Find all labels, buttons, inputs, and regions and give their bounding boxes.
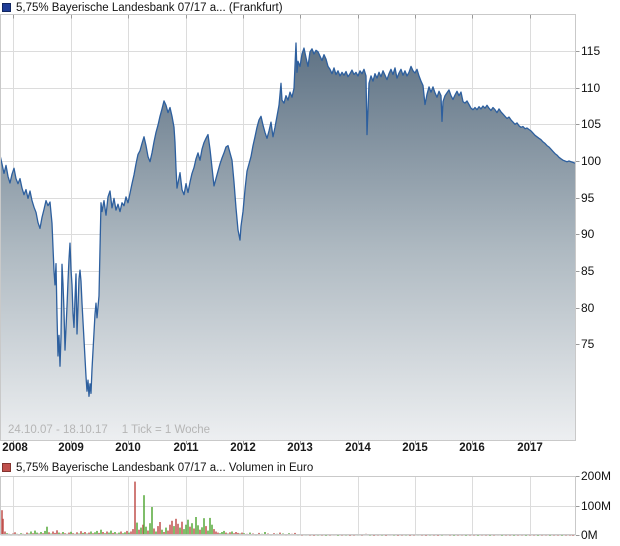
price-y-tick-label: 95 — [581, 191, 595, 205]
price-y-tick-label: 80 — [581, 301, 595, 315]
price-x-tick-label: 2010 — [115, 442, 141, 454]
price-series-legend-icon — [2, 3, 11, 12]
price-y-tick-label: 105 — [581, 117, 602, 131]
price-x-tick-label: 2009 — [58, 442, 84, 454]
price-chart-title: 5,75% Bayerische Landesbank 07/17 a... (… — [16, 1, 283, 14]
volume-y-tick-label: 100M — [581, 499, 612, 513]
price-chart-header: 5,75% Bayerische Landesbank 07/17 a... (… — [2, 1, 283, 14]
price-x-tick-label: 2012 — [230, 442, 256, 454]
price-y-tick-label: 75 — [581, 337, 595, 351]
price-x-tick-label: 2017 — [517, 442, 543, 454]
date-range-text: 24.10.07 - 18.10.17 — [8, 424, 108, 436]
price-x-tick-label: 2011 — [173, 442, 199, 454]
price-x-tick-label: 2016 — [459, 442, 485, 454]
volume-canvas — [0, 476, 580, 536]
price-y-tick-label: 85 — [581, 264, 595, 278]
price-x-tick-label: 2014 — [345, 442, 371, 454]
price-x-tick-label: 2013 — [287, 442, 313, 454]
volume-y-tick-label: 200M — [581, 469, 612, 483]
volume-y-tick-label: 0M — [581, 528, 598, 542]
price-x-tick-label: 2008 — [2, 442, 28, 454]
price-y-tick-label: 100 — [581, 154, 602, 168]
price-y-tick-label: 110 — [581, 81, 601, 95]
volume-series-legend-icon — [2, 463, 11, 472]
price-plot[interactable] — [0, 14, 580, 446]
volume-plot[interactable] — [0, 476, 580, 540]
price-x-labels: 2008 2009 2010 2011 2012 2013 2014 2015 2016 2017 — [0, 442, 577, 456]
tick-interval-text: 1 Tick = 1 Woche — [121, 424, 211, 436]
volume-chart-title: 5,75% Bayerische Landesbank 07/17 a... V… — [16, 461, 314, 474]
price-canvas — [0, 14, 580, 444]
price-y-tick-label: 90 — [581, 227, 595, 241]
date-range-info: 24.10.07 - 18.10.17 1 Tick = 1 Woche — [8, 424, 210, 436]
price-y-tick-label: 115 — [581, 44, 601, 58]
volume-chart-header: 5,75% Bayerische Landesbank 07/17 a... V… — [2, 461, 313, 474]
price-x-tick-label: 2015 — [402, 442, 428, 454]
